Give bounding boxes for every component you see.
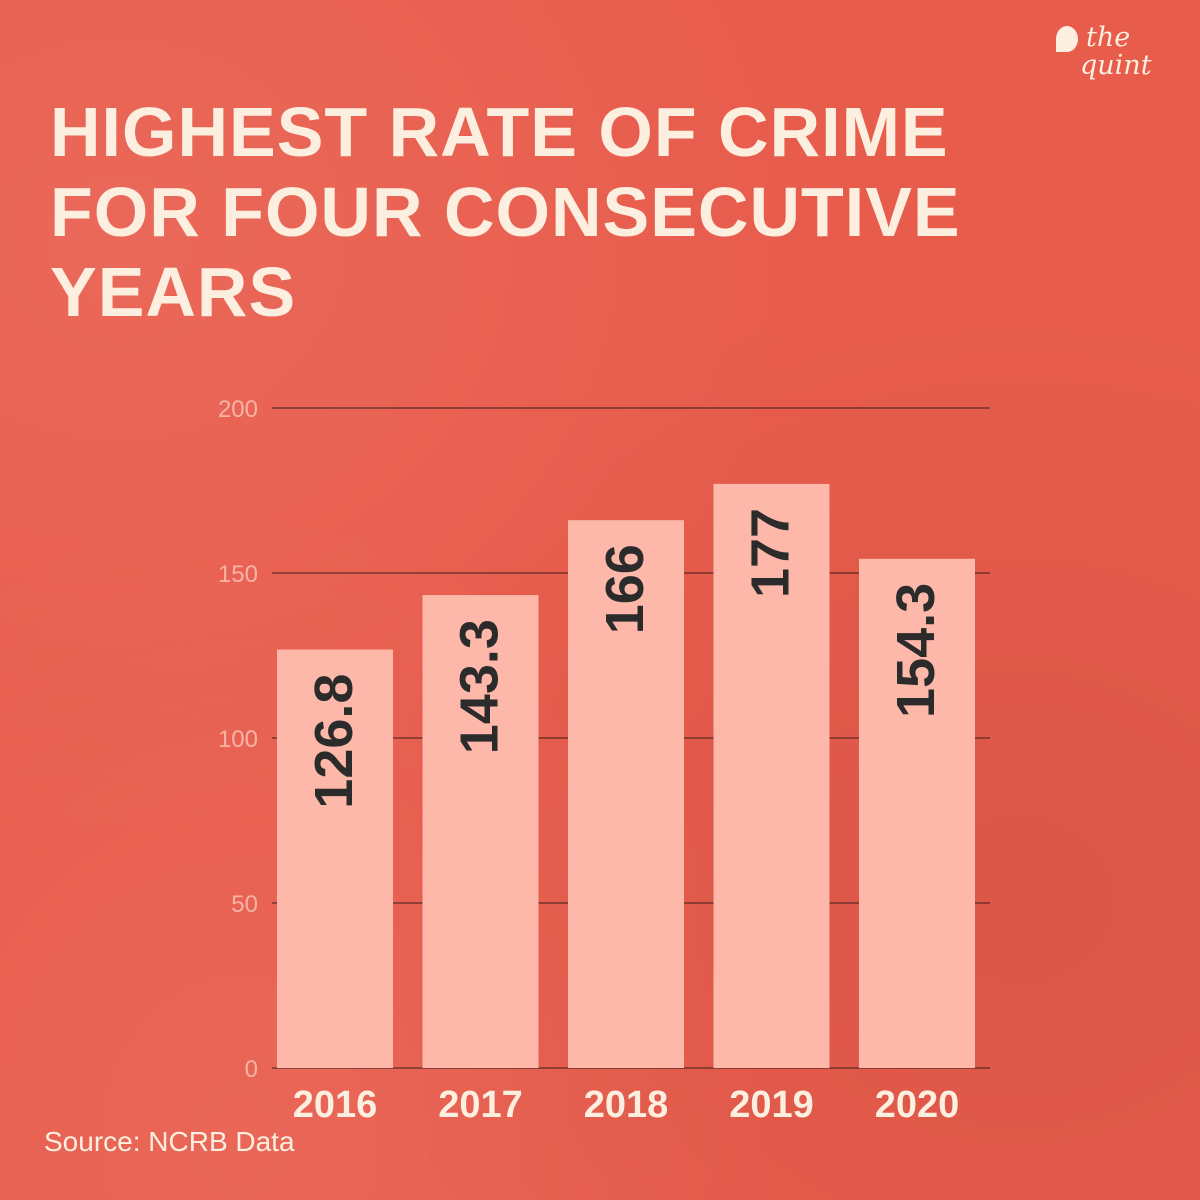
source-note: Source: NCRB Data <box>44 1126 295 1157</box>
bar-value-label: 166 <box>595 544 655 634</box>
bar <box>277 649 393 1068</box>
x-tick-label: 2019 <box>729 1084 814 1126</box>
the-quint-logo: the quint <box>1050 20 1170 100</box>
bar <box>713 483 830 1068</box>
x-tick-label: 2017 <box>438 1084 523 1126</box>
y-tick-label: 200 <box>218 396 258 423</box>
x-tick-label: 2016 <box>293 1084 378 1126</box>
bar-value-label: 177 <box>741 508 801 598</box>
x-tick-label: 2020 <box>875 1084 960 1126</box>
quote-bubble-icon <box>1056 26 1078 52</box>
x-tick-label: 2018 <box>584 1084 669 1126</box>
y-tick-label: 50 <box>231 891 258 918</box>
logo-text-the: the <box>1086 22 1131 53</box>
y-tick-label: 150 <box>218 561 258 588</box>
bar-value-label: 143.3 <box>450 619 510 754</box>
bar <box>568 520 684 1068</box>
bar <box>422 595 539 1068</box>
bar-value-label: 154.3 <box>886 583 946 718</box>
y-tick-label: 0 <box>245 1056 258 1083</box>
bar <box>859 558 975 1068</box>
title-line: YEARS <box>50 253 297 331</box>
bar-value-label: 126.8 <box>304 674 364 809</box>
title-line: HIGHEST RATE OF CRIME <box>50 93 949 171</box>
logo-text-quint: quint <box>1080 50 1152 81</box>
chart-title: HIGHEST RATE OF CRIME FOR FOUR CONSECUTI… <box>50 92 1150 332</box>
y-tick-label: 100 <box>218 726 258 753</box>
title-line: FOR FOUR CONSECUTIVE <box>50 173 961 251</box>
